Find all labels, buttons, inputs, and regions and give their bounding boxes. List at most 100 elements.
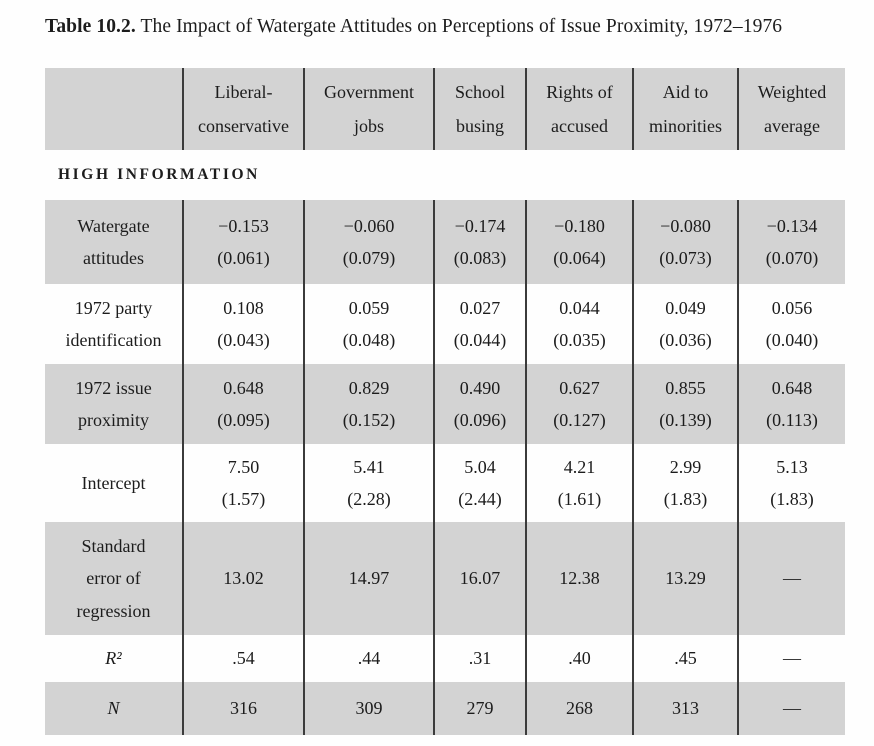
value-cell: 12.38 bbox=[525, 522, 632, 635]
coefficient: 0.648 bbox=[771, 377, 813, 398]
header-line: average bbox=[764, 116, 820, 136]
standard-error: (0.095) bbox=[217, 410, 270, 430]
coef-cell: 5.41 (2.28) bbox=[303, 444, 433, 522]
row-label-line: 1972 issue bbox=[75, 377, 152, 398]
coefficient: −0.180 bbox=[554, 215, 605, 236]
dash: — bbox=[783, 698, 801, 719]
coefficient: 0.049 bbox=[665, 297, 706, 318]
coefficient: 0.490 bbox=[459, 377, 501, 398]
standard-error: (0.061) bbox=[217, 248, 270, 268]
value-cell: — bbox=[737, 522, 845, 635]
value-cell: 316 bbox=[182, 682, 303, 735]
value: 309 bbox=[355, 698, 383, 719]
row-label: 1972 issue proximity bbox=[45, 364, 182, 444]
value-cell: .40 bbox=[525, 635, 632, 682]
coefficient: 5.13 bbox=[776, 456, 808, 477]
row-label-line: R² bbox=[105, 648, 122, 669]
standard-error: (0.043) bbox=[217, 330, 270, 350]
standard-error: (0.048) bbox=[342, 330, 396, 350]
row-label: R² bbox=[45, 635, 182, 682]
coef-cell: 5.13 (1.83) bbox=[737, 444, 845, 522]
coef-cell: 0.059 (0.048) bbox=[303, 284, 433, 364]
value-cell: .45 bbox=[632, 635, 737, 682]
value-cell: .31 bbox=[433, 635, 525, 682]
value: 12.38 bbox=[559, 568, 600, 589]
table-row-standard-error-of-regression: Standard error of regression 13.02 14.97… bbox=[45, 522, 845, 635]
coefficient: 0.108 bbox=[223, 297, 264, 318]
row-label: Watergate attitudes bbox=[45, 200, 182, 284]
value: 279 bbox=[466, 698, 494, 719]
table-number: Table 10.2. bbox=[45, 16, 136, 37]
standard-error: (2.28) bbox=[347, 489, 391, 509]
row-label: 1972 party identification bbox=[45, 284, 182, 364]
table-row-r-squared: R² .54 .44 .31 .40 .45 — bbox=[45, 635, 845, 682]
coef-cell: 0.855 (0.139) bbox=[632, 364, 737, 444]
row-label-line: Watergate bbox=[77, 215, 150, 236]
header-cell-empty bbox=[45, 68, 182, 150]
coef-cell: 0.829 (0.152) bbox=[303, 364, 433, 444]
value-cell: 13.29 bbox=[632, 522, 737, 635]
coefficient: −0.174 bbox=[454, 215, 506, 236]
header-line: minorities bbox=[649, 116, 722, 136]
standard-error: (0.152) bbox=[342, 410, 396, 430]
standard-error: (0.044) bbox=[453, 330, 507, 350]
row-label: N bbox=[45, 682, 182, 735]
value-cell: — bbox=[737, 635, 845, 682]
coef-cell: −0.153 (0.061) bbox=[182, 200, 303, 284]
header-line: Aid to bbox=[662, 81, 709, 102]
coefficient: −0.060 bbox=[343, 215, 395, 236]
standard-error: (1.83) bbox=[663, 489, 708, 509]
header-line: jobs bbox=[353, 116, 384, 136]
standard-error: (0.040) bbox=[765, 330, 819, 350]
coef-cell: 0.049 (0.036) bbox=[632, 284, 737, 364]
value: 14.97 bbox=[348, 568, 390, 589]
coefficient: 0.056 bbox=[771, 297, 813, 318]
row-label: Intercept bbox=[45, 444, 182, 522]
value: .40 bbox=[568, 648, 591, 669]
coefficient: 0.627 bbox=[559, 377, 600, 398]
value: 316 bbox=[230, 698, 257, 719]
standard-error: (0.036) bbox=[659, 330, 712, 350]
section-header-high-information: HIGH INFORMATION bbox=[58, 166, 260, 183]
standard-error: (0.127) bbox=[553, 410, 606, 430]
coef-cell: 7.50 (1.57) bbox=[182, 444, 303, 522]
coefficient: 0.059 bbox=[348, 297, 390, 318]
coefficient: 0.044 bbox=[559, 297, 600, 318]
row-label-line: Intercept bbox=[81, 472, 146, 493]
coef-cell: 0.044 (0.035) bbox=[525, 284, 632, 364]
header-line: Liberal- bbox=[214, 81, 273, 102]
header-line: accused bbox=[551, 116, 608, 136]
coef-cell: 0.648 (0.095) bbox=[182, 364, 303, 444]
value: 16.07 bbox=[459, 568, 501, 589]
coef-cell: −0.080 (0.073) bbox=[632, 200, 737, 284]
coef-cell: 5.04 (2.44) bbox=[433, 444, 525, 522]
value: .45 bbox=[674, 648, 697, 669]
coef-cell: 0.027 (0.044) bbox=[433, 284, 525, 364]
value-cell: .44 bbox=[303, 635, 433, 682]
coefficient: 5.04 bbox=[464, 456, 496, 477]
table-row-intercept: Intercept 7.50 (1.57) 5.41 (2.28) 5.04 (… bbox=[45, 444, 845, 522]
header-cell-school-busing: School busing bbox=[433, 68, 525, 150]
coef-cell: −0.174 (0.083) bbox=[433, 200, 525, 284]
value-cell: 16.07 bbox=[433, 522, 525, 635]
coefficient: 2.99 bbox=[669, 456, 702, 477]
coefficient: 0.648 bbox=[223, 377, 264, 398]
coefficient: −0.080 bbox=[660, 215, 711, 236]
table-title: Table 10.2. The Impact of Watergate Atti… bbox=[45, 16, 860, 38]
coef-cell: 0.627 (0.127) bbox=[525, 364, 632, 444]
coefficient: 0.027 bbox=[459, 297, 501, 318]
coef-cell: 2.99 (1.83) bbox=[632, 444, 737, 522]
header-cell-government-jobs: Government jobs bbox=[303, 68, 433, 150]
value: .44 bbox=[357, 648, 381, 669]
row-label-line: 1972 party bbox=[74, 297, 153, 318]
row-label-line: Standard bbox=[81, 535, 146, 556]
header-line: busing bbox=[455, 116, 504, 136]
standard-error: (0.073) bbox=[659, 248, 712, 268]
coefficient: 0.829 bbox=[348, 377, 390, 398]
table-row-n: N 316 309 279 268 313 — bbox=[45, 682, 845, 735]
standard-error: (0.035) bbox=[553, 330, 606, 350]
standard-error: (2.44) bbox=[458, 489, 502, 509]
row-label-line: regression bbox=[76, 600, 151, 621]
table-row-1972-party-identification: 1972 party identification 0.108 (0.043) … bbox=[45, 284, 845, 364]
